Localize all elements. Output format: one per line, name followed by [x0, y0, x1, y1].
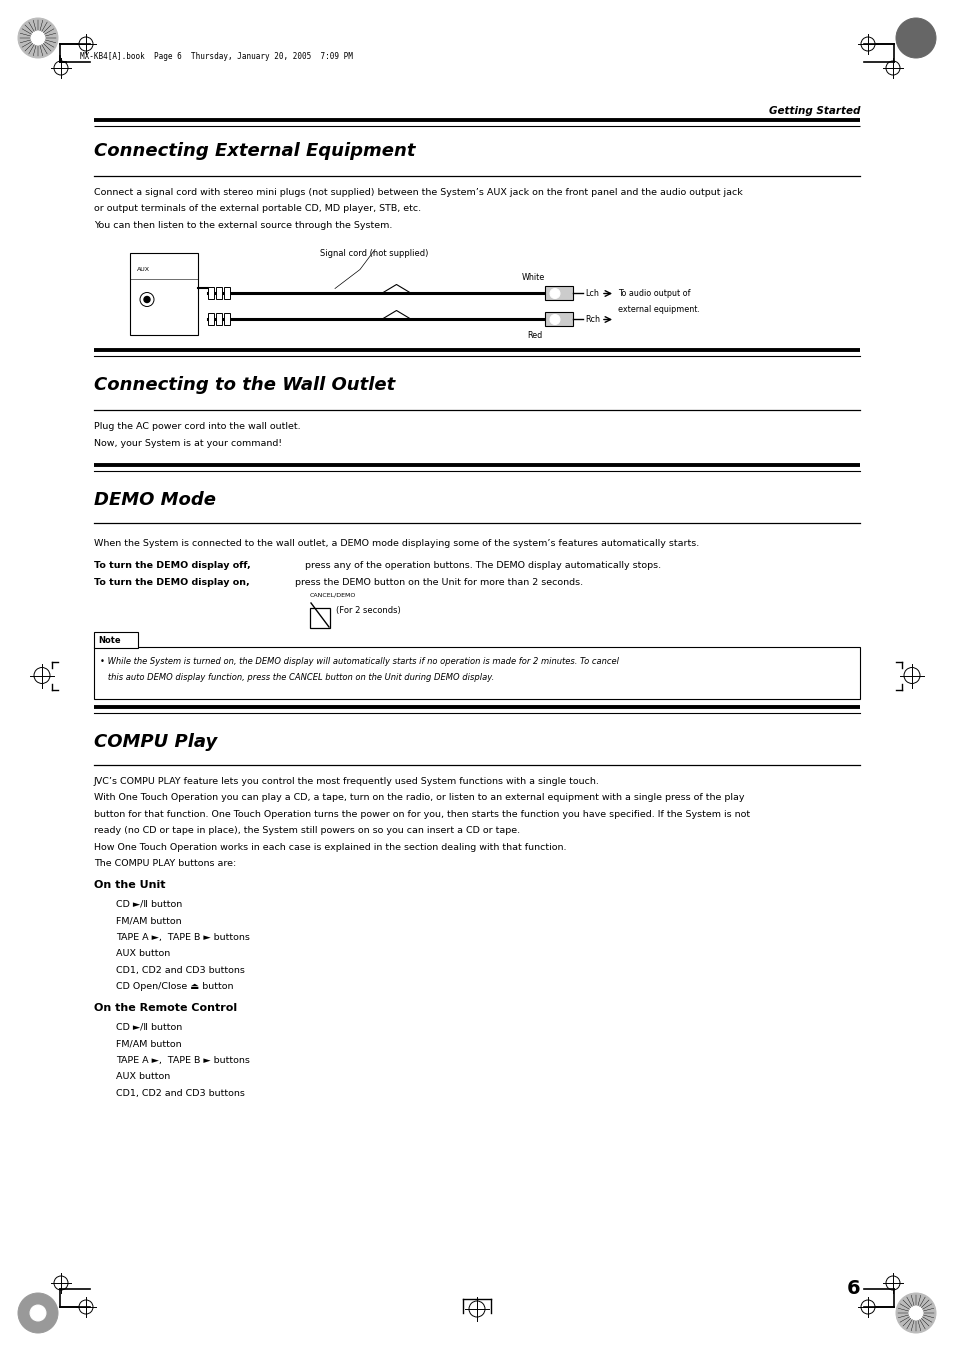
Text: To turn the DEMO display off,: To turn the DEMO display off, — [94, 562, 251, 570]
Text: On the Remote Control: On the Remote Control — [94, 1002, 237, 1013]
Text: White: White — [521, 273, 544, 282]
Text: On the Unit: On the Unit — [94, 880, 165, 890]
Text: FM/AM button: FM/AM button — [116, 1039, 181, 1048]
Text: The COMPU PLAY buttons are:: The COMPU PLAY buttons are: — [94, 859, 236, 869]
Bar — [544, 286, 573, 300]
Circle shape — [18, 18, 58, 58]
Text: CANCEL/DEMO: CANCEL/DEMO — [310, 593, 356, 598]
Text: CD ►/Ⅱ button: CD ►/Ⅱ button — [116, 1023, 182, 1032]
Bar — [208, 313, 213, 326]
Circle shape — [550, 289, 559, 299]
Text: How One Touch Operation works in each case is explained in the section dealing w: How One Touch Operation works in each ca… — [94, 843, 566, 852]
Text: To turn the DEMO display on,: To turn the DEMO display on, — [94, 578, 250, 586]
Bar — [224, 313, 230, 326]
Text: (For 2 seconds): (For 2 seconds) — [335, 607, 400, 615]
Bar — [215, 313, 221, 326]
Text: Connect a signal cord with stereo mini plugs (not supplied) between the System’s: Connect a signal cord with stereo mini p… — [94, 188, 742, 197]
Text: Getting Started: Getting Started — [768, 105, 859, 116]
Text: press any of the operation buttons. The DEMO display automatically stops.: press any of the operation buttons. The … — [302, 562, 660, 570]
Circle shape — [30, 31, 45, 45]
Text: AUX button: AUX button — [116, 950, 170, 958]
Text: CD ►/Ⅱ button: CD ►/Ⅱ button — [116, 900, 182, 909]
Text: press the DEMO button on the Unit for more than 2 seconds.: press the DEMO button on the Unit for mo… — [292, 578, 582, 586]
Text: FM/AM button: FM/AM button — [116, 916, 181, 925]
Text: CD1, CD2 and CD3 buttons: CD1, CD2 and CD3 buttons — [116, 1089, 245, 1098]
Bar — [94, 632, 138, 648]
Circle shape — [30, 1305, 46, 1321]
Text: Note: Note — [98, 636, 120, 644]
Text: When the System is connected to the wall outlet, a DEMO mode displaying some of : When the System is connected to the wall… — [94, 539, 699, 549]
Text: COMPU Play: COMPU Play — [94, 734, 217, 751]
Text: CD1, CD2 and CD3 buttons: CD1, CD2 and CD3 buttons — [116, 966, 245, 975]
Text: AUX button: AUX button — [116, 1073, 170, 1082]
Bar — [130, 254, 198, 335]
Text: With One Touch Operation you can play a CD, a tape, turn on the radio, or listen: With One Touch Operation you can play a … — [94, 793, 743, 802]
Bar — [215, 288, 221, 300]
Bar — [310, 608, 330, 628]
Circle shape — [908, 1306, 923, 1320]
Text: TAPE A ►,  TAPE B ► buttons: TAPE A ►, TAPE B ► buttons — [116, 934, 250, 942]
Text: You can then listen to the external source through the System.: You can then listen to the external sour… — [94, 222, 392, 230]
Text: Red: Red — [527, 331, 542, 340]
Text: 6: 6 — [845, 1279, 859, 1298]
Text: Now, your System is at your command!: Now, your System is at your command! — [94, 439, 282, 449]
Text: or output terminals of the external portable CD, MD player, STB, etc.: or output terminals of the external port… — [94, 204, 420, 213]
Text: Plug the AC power cord into the wall outlet.: Plug the AC power cord into the wall out… — [94, 423, 300, 431]
Text: Signal cord (not supplied): Signal cord (not supplied) — [319, 250, 428, 258]
Text: this auto DEMO display function, press the CANCEL button on the Unit during DEMO: this auto DEMO display function, press t… — [100, 673, 494, 682]
Bar — [94, 647, 859, 698]
Text: CD Open/Close ⏏ button: CD Open/Close ⏏ button — [116, 982, 233, 992]
Text: To audio output of: To audio output of — [618, 289, 690, 299]
Circle shape — [550, 315, 559, 324]
Circle shape — [895, 1293, 935, 1333]
Bar — [224, 288, 230, 300]
Circle shape — [895, 18, 935, 58]
Bar — [208, 288, 213, 300]
Bar — [544, 312, 573, 327]
Text: Lch: Lch — [584, 289, 598, 299]
Text: Connecting to the Wall Outlet: Connecting to the Wall Outlet — [94, 377, 395, 394]
Text: Rch: Rch — [584, 315, 599, 324]
Text: Connecting External Equipment: Connecting External Equipment — [94, 142, 416, 159]
Text: MX-KB4[A].book  Page 6  Thursday, January 20, 2005  7:09 PM: MX-KB4[A].book Page 6 Thursday, January … — [80, 51, 353, 61]
Text: • While the System is turned on, the DEMO display will automatically starts if n: • While the System is turned on, the DEM… — [100, 657, 618, 666]
Text: TAPE A ►,  TAPE B ► buttons: TAPE A ►, TAPE B ► buttons — [116, 1056, 250, 1065]
Text: DEMO Mode: DEMO Mode — [94, 492, 215, 509]
Text: external equipment.: external equipment. — [618, 305, 700, 315]
Circle shape — [144, 296, 150, 303]
Text: JVC’s COMPU PLAY feature lets you control the most frequently used System functi: JVC’s COMPU PLAY feature lets you contro… — [94, 777, 599, 786]
Text: ready (no CD or tape in place), the System still powers on so you can insert a C: ready (no CD or tape in place), the Syst… — [94, 827, 519, 835]
Circle shape — [18, 1293, 58, 1333]
Text: AUX: AUX — [137, 267, 150, 273]
Text: button for that function. One Touch Operation turns the power on for you, then s: button for that function. One Touch Oper… — [94, 811, 749, 819]
